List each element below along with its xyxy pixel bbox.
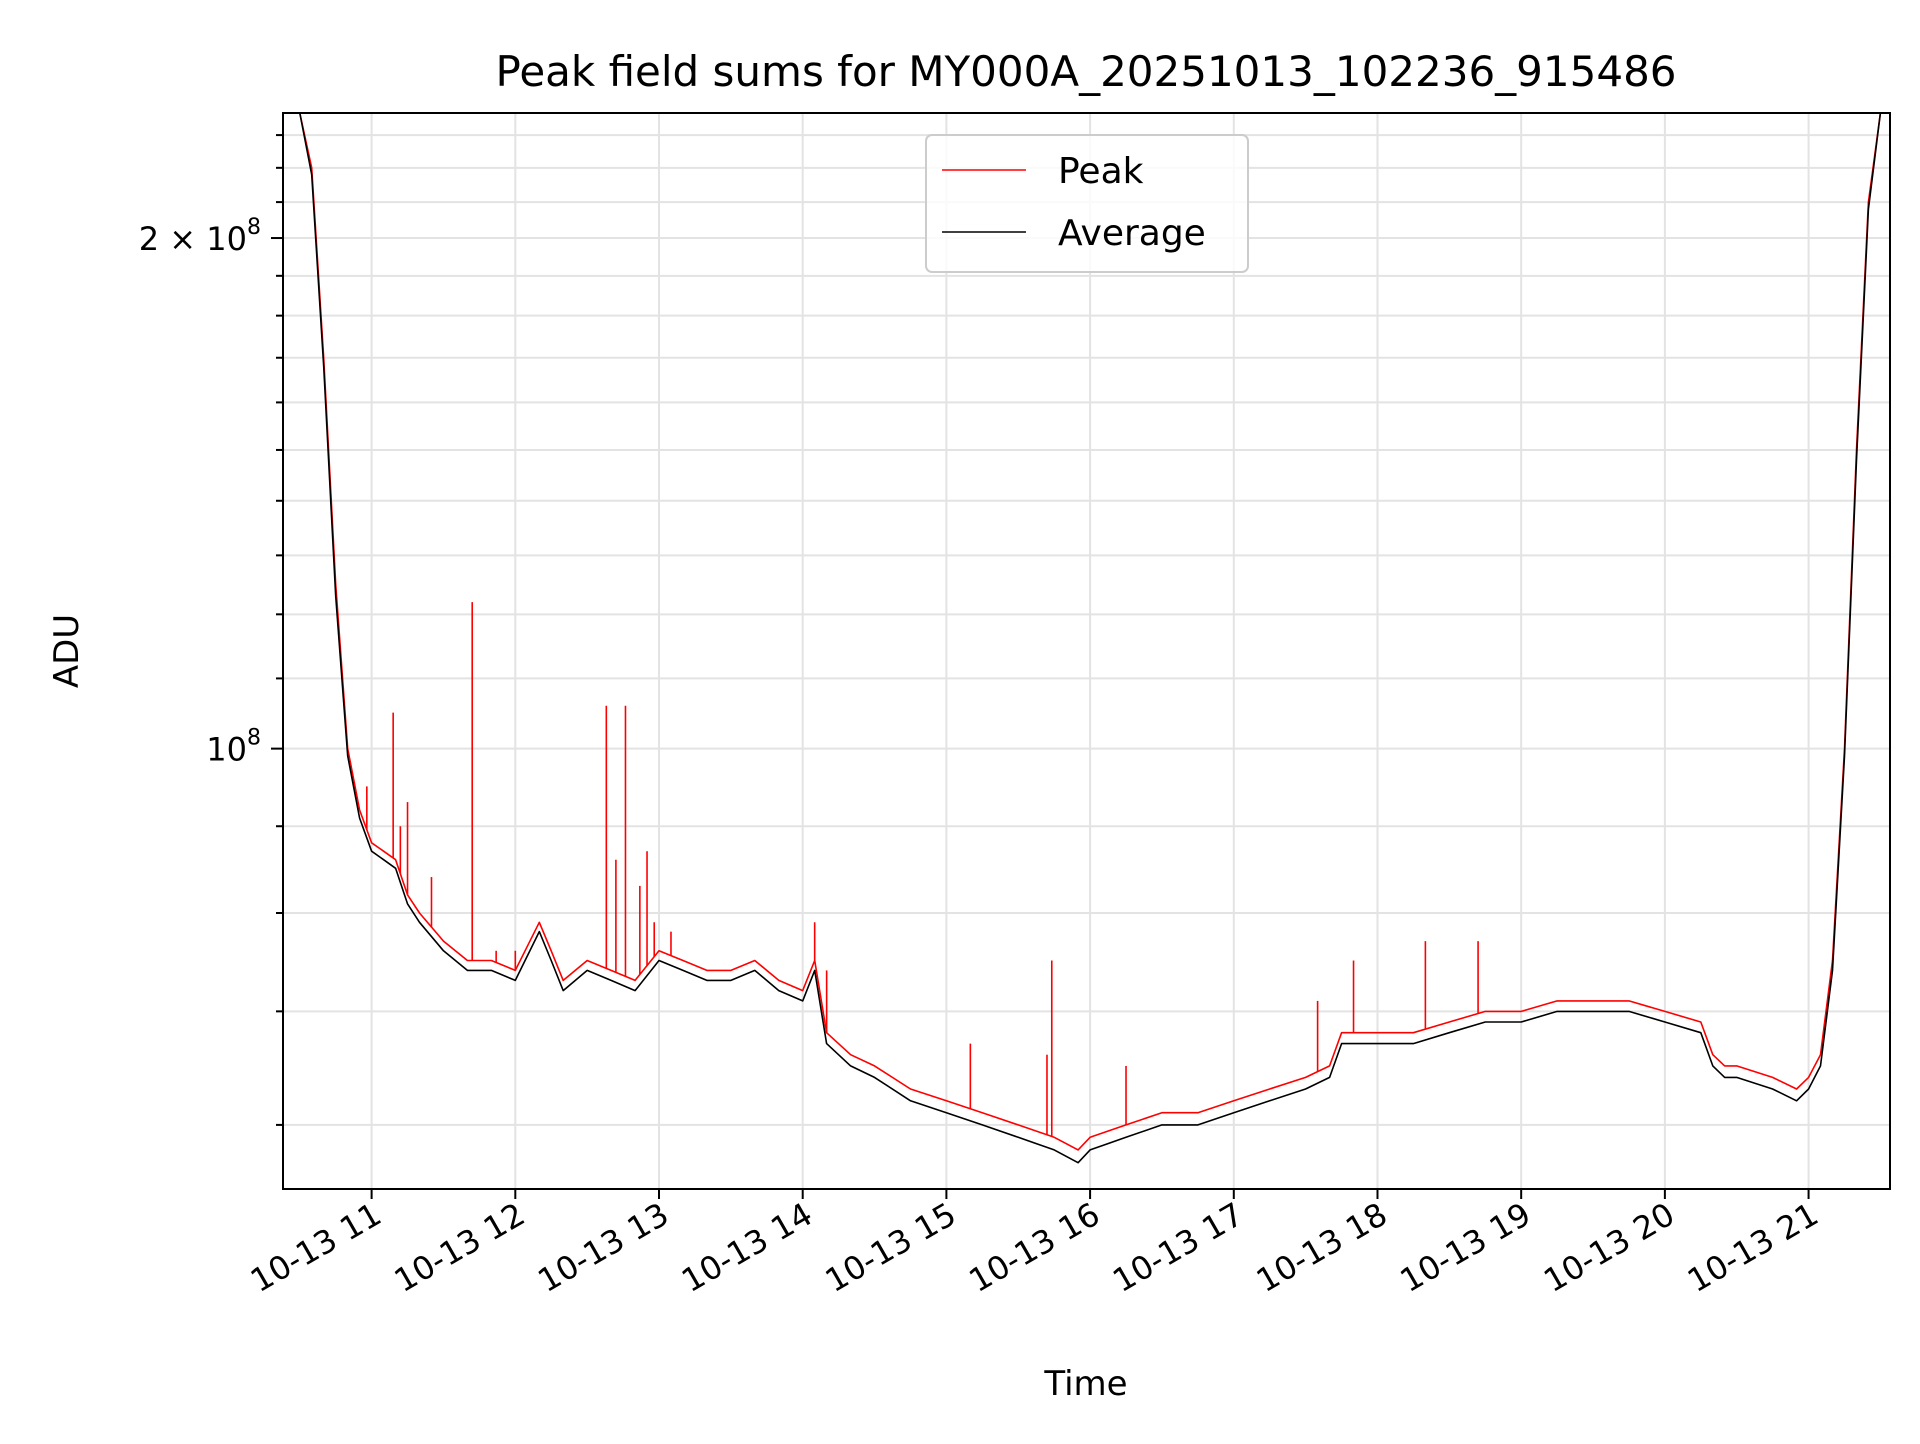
legend: Peak Average — [925, 134, 1249, 273]
y-tick-exponent: 8 — [247, 726, 261, 751]
legend-label-peak: Peak — [1058, 151, 1144, 192]
y-tick-label: 2 × 108 — [139, 215, 261, 258]
y-axis-label: ADU — [47, 614, 87, 688]
series-line-peak — [283, 113, 1890, 1151]
legend-label-average: Average — [1058, 213, 1206, 254]
y-tick-mantissa: 2 × 10 — [139, 220, 247, 258]
x-axis-label: Time — [1043, 1364, 1127, 1404]
y-tick-exponent: 8 — [247, 215, 261, 240]
series-line-average — [283, 113, 1890, 1164]
chart-title: Peak field sums for MY000A_20251013_1022… — [495, 47, 1676, 96]
y-tick-mantissa: 10 — [206, 731, 247, 769]
plot-frame — [282, 112, 1891, 1190]
series-lines — [283, 113, 1890, 1164]
y-tick-label: 108 — [206, 726, 261, 769]
